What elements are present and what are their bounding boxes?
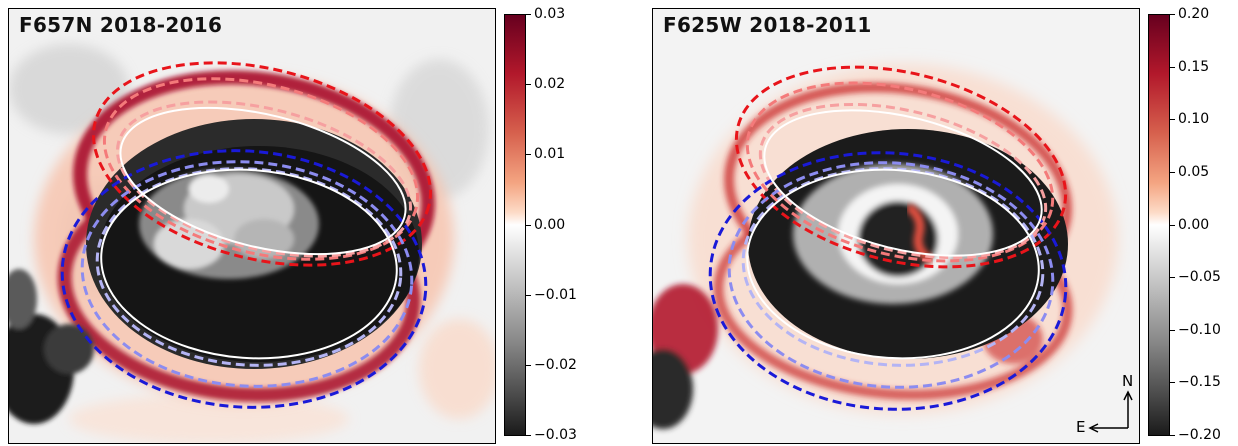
difference-image-right: [653, 9, 1139, 443]
colorbar-tick-label: 0.00: [1178, 216, 1210, 233]
colorbar-right: [1148, 14, 1170, 436]
colorbar-tick-label: −0.15: [1178, 374, 1221, 391]
compass-east-label: E: [1076, 418, 1086, 436]
colorbar-tick-mark: [526, 364, 531, 366]
colorbar-tick-mark: [526, 84, 531, 86]
colorbar-tick-label: −0.10: [1178, 321, 1221, 338]
compass: N E: [1070, 372, 1140, 442]
colorbar-tick-label: 0.02: [534, 76, 566, 93]
compass-north-label: N: [1122, 372, 1134, 390]
colorbar-tick-label: 0.15: [1178, 58, 1210, 75]
colorbar-tick-mark: [1170, 224, 1175, 226]
colorbar-tick-label: −0.05: [1178, 269, 1221, 286]
colorbar-tick-label: −0.03: [534, 427, 577, 443]
colorbar-tick-label: 0.20: [1178, 6, 1210, 22]
colorbar-tick-mark: [1170, 329, 1175, 331]
colorbar-tick-label: −0.02: [534, 356, 577, 373]
panel-f625w: F625W 2018-2011: [652, 8, 1140, 444]
colorbar-tick-mark: [526, 154, 531, 156]
colorbar-tick-mark: [1170, 14, 1175, 15]
colorbar-tick-mark: [1170, 171, 1175, 173]
colorbar-tick-label: 0.05: [1178, 163, 1210, 180]
colorbar-tick-mark: [526, 294, 531, 296]
colorbar-tick-mark: [526, 224, 531, 226]
colorbar-tick-mark: [1170, 435, 1175, 436]
panel-title: F625W 2018-2011: [663, 13, 872, 37]
colorbar-tick-label: 0.01: [534, 146, 566, 163]
difference-image-left: [9, 9, 495, 443]
panel-title: F657N 2018-2016: [19, 13, 223, 37]
colorbar-tick-label: −0.20: [1178, 427, 1221, 443]
colorbar-tick-mark: [526, 435, 531, 436]
colorbar-tick-label: 0.00: [534, 216, 566, 233]
colorbar-tick-mark: [1170, 277, 1175, 279]
colorbar-tick-label: 0.03: [534, 6, 566, 22]
colorbar-tick-mark: [1170, 119, 1175, 121]
colorbar-tick-mark: [1170, 382, 1175, 384]
colorbar-left: [504, 14, 526, 436]
compass-arrows-icon: [1088, 390, 1133, 433]
colorbar-tick-mark: [1170, 66, 1175, 68]
panel-f657n: F657N 2018-2016: [8, 8, 496, 444]
colorbar-tick-mark: [526, 14, 531, 15]
colorbar-tick-label: 0.10: [1178, 111, 1210, 128]
colorbar-tick-label: −0.01: [534, 286, 577, 303]
